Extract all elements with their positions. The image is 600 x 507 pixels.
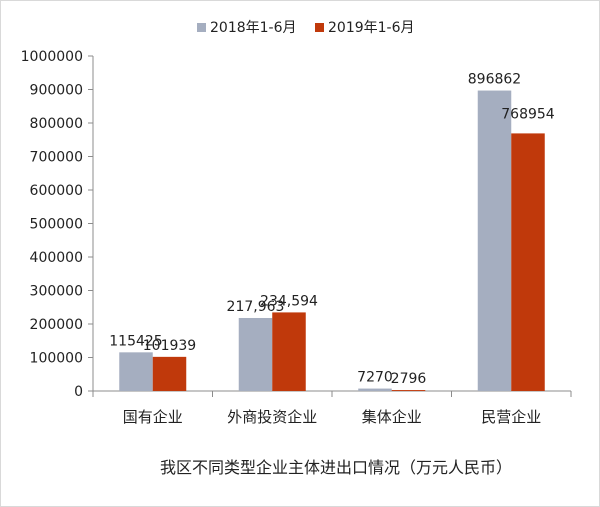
bar-2018 [358,388,392,391]
data-label: 7270 [357,370,393,386]
y-tick-label: 500000 [30,217,83,233]
y-tick-label: 100000 [30,351,83,367]
bar-2018 [119,352,153,391]
y-tick-label: 300000 [30,284,83,300]
x-category-label: 民营企业 [481,408,541,426]
y-tick-label: 700000 [30,150,83,166]
chart-title: 我区不同类型企业主体进出口情况（万元人民币） [160,458,512,477]
x-category-label: 外商投资企业 [227,408,317,426]
y-tick-label: 800000 [30,116,83,132]
y-tick-label: 1000000 [21,49,83,65]
bar-2019 [391,390,426,391]
data-label: 768954 [501,106,555,122]
legend: 2018年1-6月 2019年1-6月 [197,20,415,36]
x-category-label: 国有企业 [123,408,183,426]
bar-2019 [272,312,306,391]
data-label: 115425 [109,333,162,349]
bar-2019 [511,133,545,392]
y-tick-label: 900000 [30,83,83,99]
bars [119,90,545,392]
y-tick-label: 400000 [30,250,83,266]
data-label: 2796 [391,371,427,387]
x-category-label: 集体企业 [362,408,422,426]
y-axis: 0 100000 200000 300000 400000 500000 600000 700… [21,49,94,400]
data-label: 217,963 [227,299,285,315]
y-tick-label: 200000 [30,317,83,333]
legend-label: 2018年1-6月 [210,20,297,36]
bar-2019 [152,356,187,391]
legend-swatch [315,23,324,32]
data-label: 896862 [468,72,521,88]
y-tick-label: 600000 [30,183,83,199]
data-label: 234,594 [260,293,318,309]
x-axis: 国有企业 外商投资企业 集体企业 民营企业 [92,390,572,426]
legend-label: 2019年1-6月 [328,20,415,36]
bar-2018 [238,317,273,391]
legend-swatch [197,23,206,32]
y-tick-label: 0 [74,384,83,400]
bar-2018 [477,90,512,391]
data-label: 101939 [143,338,196,354]
